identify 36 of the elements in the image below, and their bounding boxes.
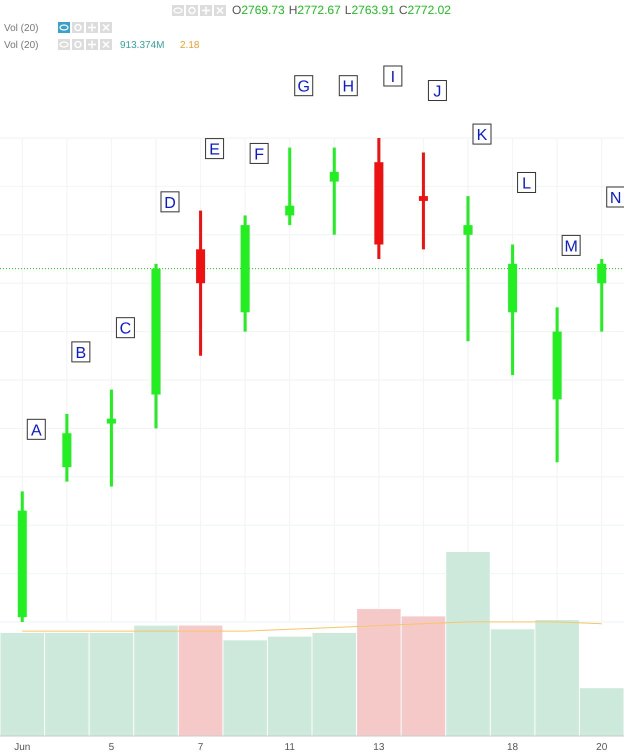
text: O2769.73 [232,3,286,17]
x-tick-label: 7 [198,742,204,753]
x-tick-label: 20 [596,742,608,753]
x-tick-label: 13 [373,742,385,753]
candlestick [285,148,294,226]
text: L [522,175,532,192]
text: A [30,422,42,440]
candlestick [106,390,116,486]
text: N [610,190,622,207]
text: H [342,78,354,96]
candlestick [597,259,606,332]
candlestick [330,148,339,235]
x-tick-label: 18 [507,742,519,753]
text: Vol (20) [4,23,38,34]
bar [178,626,222,736]
x-tick-label: Jun [14,742,30,753]
x-tick-label: 5 [108,742,115,753]
text: I [390,69,396,86]
text: C [120,320,132,338]
candlestick [464,196,472,342]
x-tick-label: 11 [284,742,296,753]
text: Vol (20) [4,40,38,51]
text: E [209,142,220,159]
text: M [564,238,578,256]
text: L2763.91 [344,3,396,17]
text: J [433,84,442,101]
text: 913.374M [120,40,164,51]
text: H2772.67 [288,3,342,17]
text: D [164,194,176,212]
text: 2.18 [180,40,200,51]
candlestick [418,152,428,250]
text: G [297,78,310,96]
text: F [254,146,264,164]
text: K [476,127,488,144]
text: B [76,344,86,362]
text: C2772.02 [398,3,452,17]
